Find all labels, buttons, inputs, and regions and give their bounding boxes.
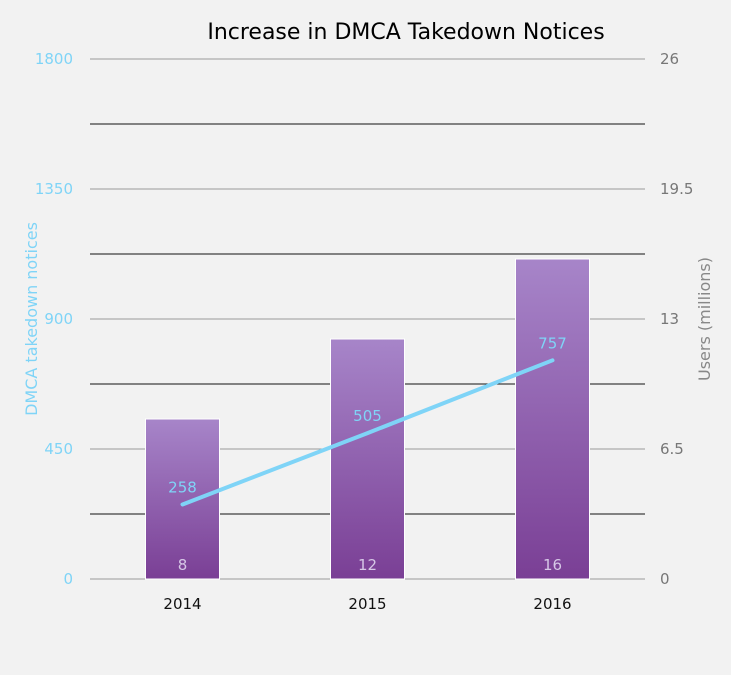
x-tick-label: 2015 <box>348 595 386 613</box>
axis-ticks: 0 450 900 1350 1800 0 6.5 13 19.5 26 2014 2015 2016 <box>35 50 694 613</box>
bar-users-2015 <box>330 338 405 580</box>
notices-line <box>180 358 555 507</box>
bars <box>145 258 590 580</box>
y-tick-left-label: 450 <box>44 440 73 458</box>
bar-users-2014 <box>145 418 220 580</box>
y-axis-left-label: DMCA takedown notices <box>22 222 41 416</box>
bar-value-label: 16 <box>543 556 562 574</box>
x-tick-label: 2014 <box>163 595 201 613</box>
data-labels: 8 12 16 258 505 757 <box>168 334 567 574</box>
bar-value-label: 12 <box>358 556 377 574</box>
line-value-label: 258 <box>168 478 197 496</box>
x-tick-label: 2016 <box>533 595 571 613</box>
y-tick-left-label: 1800 <box>35 50 73 68</box>
y-tick-right-label: 19.5 <box>660 180 693 198</box>
y-tick-right-label: 0 <box>660 570 670 588</box>
y-tick-left-label: 900 <box>44 310 73 328</box>
y-tick-left-label: 0 <box>63 570 73 588</box>
y-axis-right-label: Users (millions) <box>695 257 714 381</box>
bar-users-2016 <box>515 258 590 580</box>
bar-value-label: 8 <box>178 556 188 574</box>
y-tick-left-label: 1350 <box>35 180 73 198</box>
users-line-series <box>180 358 555 507</box>
y-tick-right-label: 6.5 <box>660 440 684 458</box>
y-tick-right-label: 26 <box>660 50 679 68</box>
chart-title: Increase in DMCA Takedown Notices <box>207 20 604 45</box>
y-tick-right-label: 13 <box>660 310 679 328</box>
line-value-label: 505 <box>353 407 382 425</box>
line-value-label: 757 <box>538 334 567 352</box>
